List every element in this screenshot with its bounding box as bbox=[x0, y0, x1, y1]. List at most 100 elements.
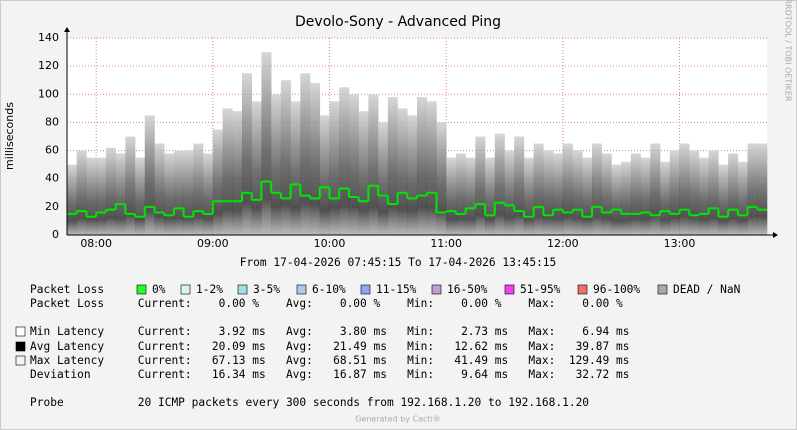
smoke-bar bbox=[504, 150, 515, 235]
stats-row: Probe 20 ICMP packets every 300 seconds … bbox=[30, 396, 589, 409]
smoke-bar bbox=[455, 153, 466, 235]
smoke-bar bbox=[329, 101, 340, 235]
smoke-bar bbox=[212, 129, 223, 235]
loss-swatch bbox=[577, 284, 588, 295]
smoke-bar bbox=[494, 133, 505, 235]
smoke-bar bbox=[737, 161, 748, 235]
side-label: RRDTOOL / TOBI OETIKER bbox=[784, 0, 793, 102]
smoke-bar bbox=[426, 101, 437, 235]
smoke-bar bbox=[222, 108, 233, 235]
smoke-bar bbox=[465, 157, 476, 235]
y-tick-label: 20 bbox=[45, 200, 59, 213]
smoke-bar bbox=[436, 122, 447, 235]
y-tick-label: 0 bbox=[52, 228, 59, 241]
smoke-bar bbox=[718, 164, 729, 235]
smoke-bar bbox=[183, 150, 194, 235]
loss-label: 3-5% bbox=[253, 283, 280, 296]
smoke-bar bbox=[358, 111, 369, 235]
smoke-bar bbox=[485, 157, 496, 235]
smoke-bar bbox=[601, 153, 612, 235]
smoke-bar bbox=[747, 143, 758, 235]
smoke-bar bbox=[164, 153, 175, 235]
loss-label: 51-95% bbox=[520, 283, 561, 296]
smoke-bar bbox=[698, 157, 709, 235]
smoke-bar bbox=[86, 157, 97, 235]
smoke-bar bbox=[514, 136, 525, 235]
loss-swatch bbox=[296, 284, 307, 295]
smoke-bar bbox=[728, 153, 739, 235]
loss-swatch bbox=[237, 284, 248, 295]
stats-row: Deviation Current: 16.34 ms Avg: 16.87 m… bbox=[30, 368, 629, 381]
smoke-bar bbox=[290, 101, 301, 235]
smoke-bar bbox=[679, 143, 690, 235]
smoke-bar bbox=[67, 164, 78, 235]
smoke-bar bbox=[660, 161, 671, 235]
smoke-bar bbox=[310, 83, 321, 236]
smoke-bar bbox=[553, 153, 564, 235]
loss-title: Packet Loss bbox=[30, 283, 104, 296]
loss-swatch bbox=[431, 284, 442, 295]
axis-arrow bbox=[773, 232, 778, 238]
smoke-bar bbox=[708, 150, 719, 235]
smoke-bar bbox=[757, 143, 768, 235]
smoke-bar bbox=[572, 150, 583, 235]
smoke-bar bbox=[368, 94, 379, 236]
period: From 17-04-2026 07:45:15 To 17-04-2026 1… bbox=[240, 256, 557, 269]
x-tick-label: 09:00 bbox=[197, 237, 229, 250]
loss-swatch bbox=[504, 284, 515, 295]
axis-arrow bbox=[64, 27, 70, 32]
smoke-bar bbox=[193, 143, 204, 235]
smoke-bar bbox=[339, 87, 350, 235]
smoke-bar bbox=[280, 80, 291, 235]
legend-swatch bbox=[15, 326, 26, 337]
loss-swatch bbox=[136, 284, 147, 295]
smoke-bar bbox=[630, 153, 641, 235]
smoke-bar bbox=[378, 122, 389, 235]
x-tick-label: 08:00 bbox=[80, 237, 112, 250]
smoke-bar bbox=[271, 94, 282, 236]
legend-swatch bbox=[15, 355, 26, 366]
y-tick-label: 60 bbox=[45, 144, 59, 157]
loss-swatch bbox=[180, 284, 191, 295]
smoke-bar bbox=[300, 73, 311, 235]
stats-row: Min Latency Current: 3.92 ms Avg: 3.80 m… bbox=[30, 325, 629, 338]
y-tick-label: 120 bbox=[38, 59, 59, 72]
smoke-bar bbox=[611, 164, 622, 235]
smoke-bar bbox=[96, 157, 107, 235]
smoke-bar bbox=[689, 150, 700, 235]
loss-swatch bbox=[360, 284, 371, 295]
smoke-bar bbox=[533, 143, 544, 235]
smoke-bar bbox=[135, 157, 146, 235]
y-tick-label: 140 bbox=[38, 31, 59, 44]
smoke-bar bbox=[319, 115, 330, 235]
loss-label: DEAD / NaN bbox=[673, 283, 740, 296]
smoke-bar bbox=[640, 157, 651, 235]
smoke-bar bbox=[543, 150, 554, 235]
smoke-bar bbox=[475, 136, 486, 235]
stats-row: Max Latency Current: 67.13 ms Avg: 68.51… bbox=[30, 354, 629, 367]
smoke-bar bbox=[397, 108, 408, 235]
loss-label: 1-2% bbox=[196, 283, 223, 296]
loss-label: 96-100% bbox=[593, 283, 640, 296]
x-tick-label: 11:00 bbox=[430, 237, 462, 250]
smoke-bar bbox=[115, 153, 126, 235]
smoke-bar bbox=[125, 136, 136, 235]
smoke-bar bbox=[144, 115, 155, 235]
smoke-bar bbox=[582, 157, 593, 235]
y-tick-label: 80 bbox=[45, 115, 59, 128]
smoke-bar bbox=[523, 157, 534, 235]
stats-row: Packet Loss Current: 0.00 % Avg: 0.00 % … bbox=[30, 297, 623, 310]
y-axis-label: milliseconds bbox=[3, 102, 16, 170]
smoke-bar bbox=[261, 52, 272, 236]
smoke-bar bbox=[650, 143, 661, 235]
smoke-bar bbox=[562, 143, 573, 235]
y-tick-label: 100 bbox=[38, 87, 59, 100]
smoke-bar bbox=[621, 161, 632, 235]
stats-row: Avg Latency Current: 20.09 ms Avg: 21.49… bbox=[30, 340, 629, 353]
x-tick-label: 12:00 bbox=[547, 237, 579, 250]
smoke-bar bbox=[154, 143, 165, 235]
loss-label: 11-15% bbox=[376, 283, 417, 296]
smoke-bar bbox=[592, 143, 603, 235]
x-tick-label: 10:00 bbox=[314, 237, 346, 250]
